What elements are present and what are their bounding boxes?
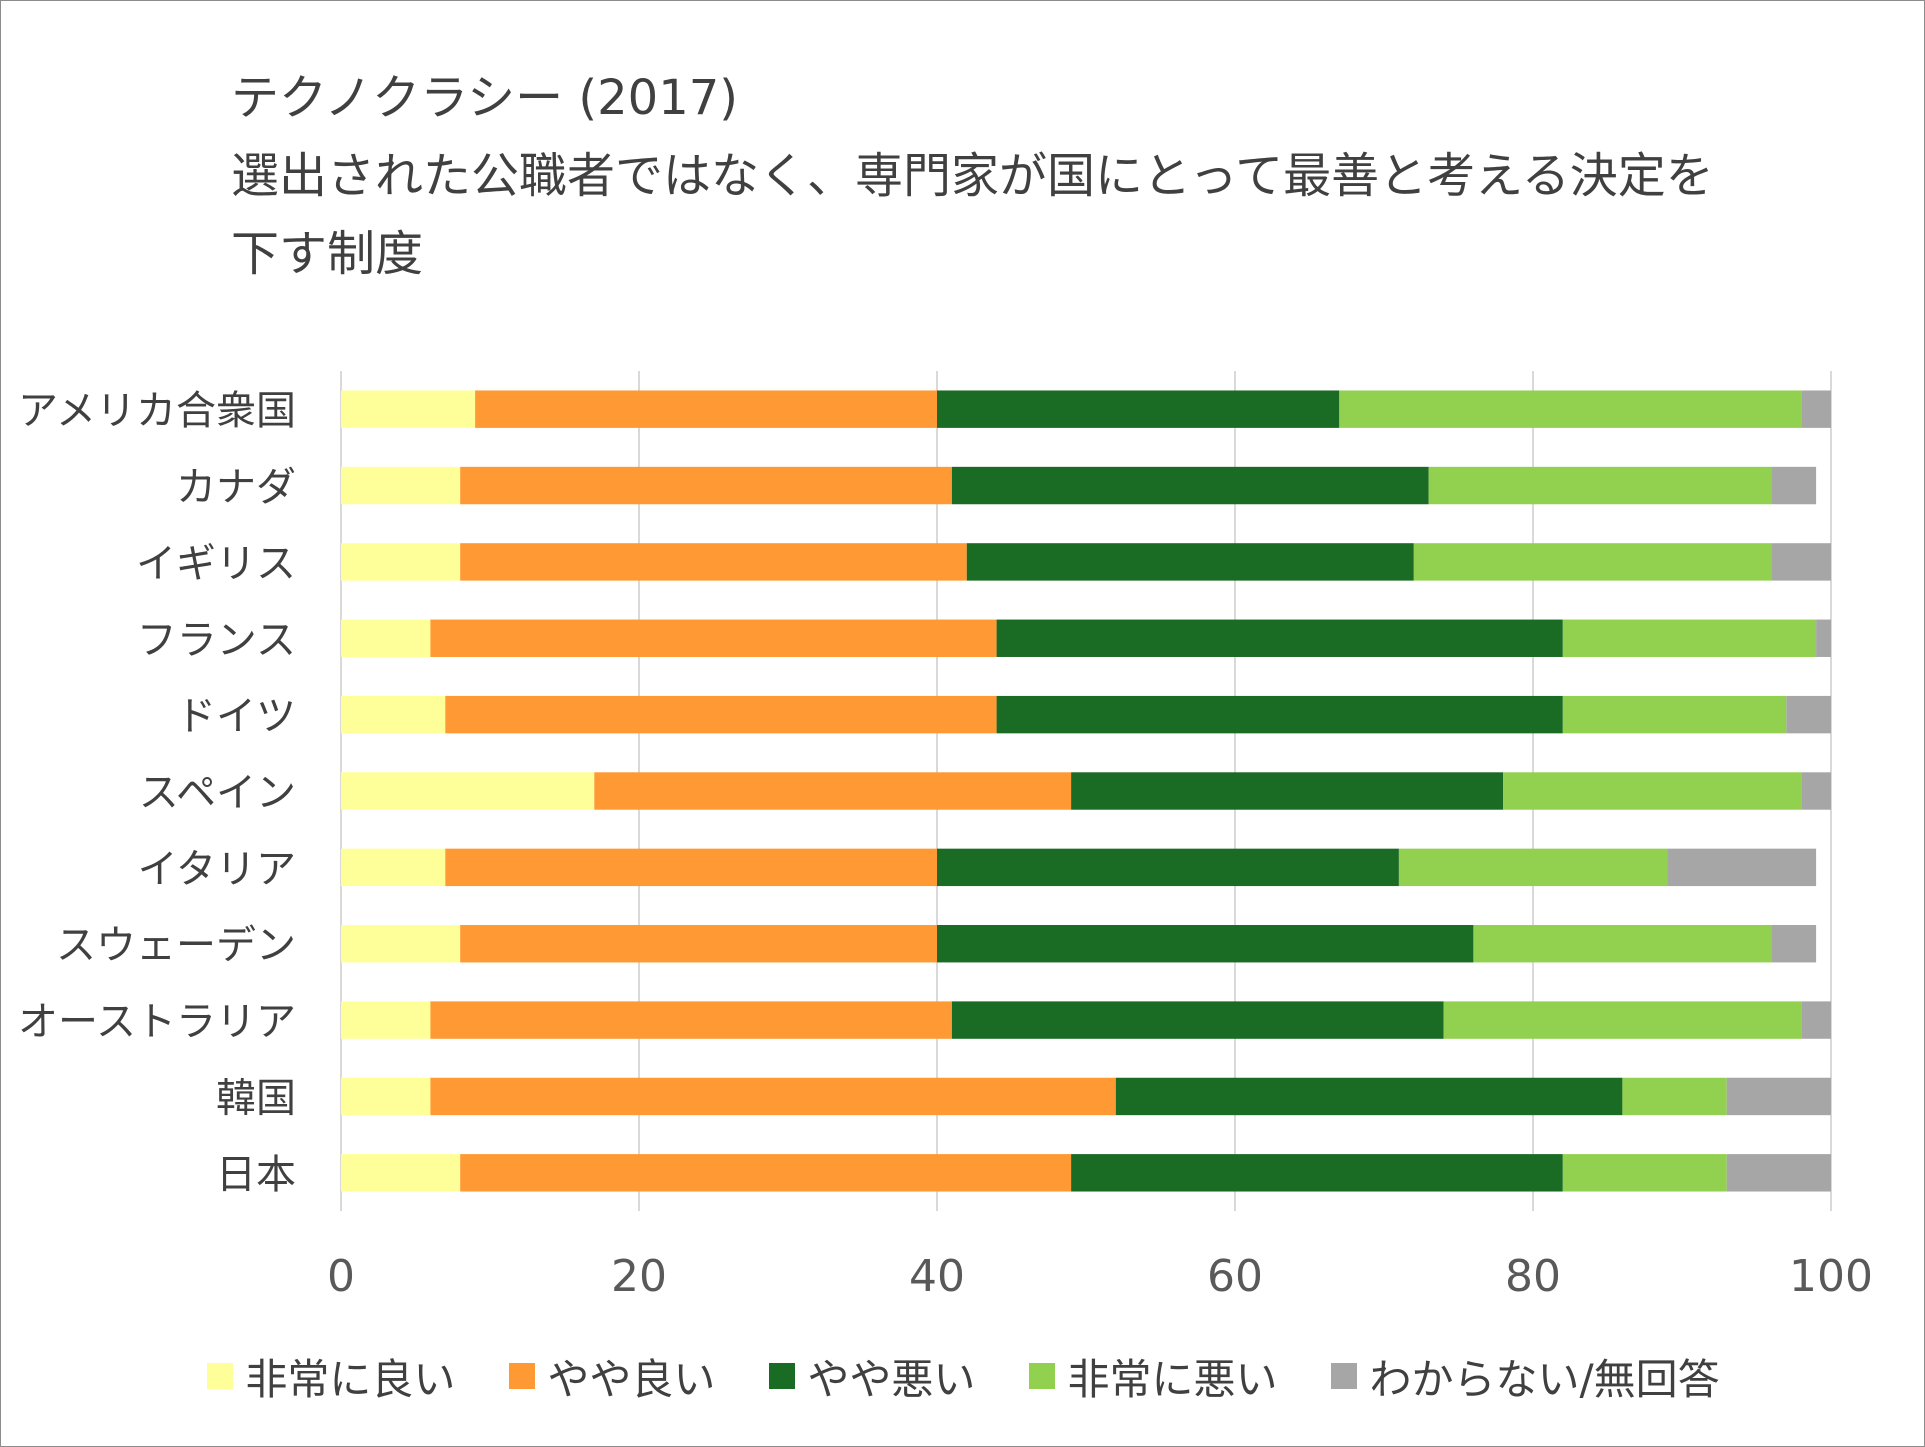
legend-label-1: やや良い <box>547 1354 716 1404</box>
category-label-1: カナダ <box>176 465 296 511</box>
category-label-0: アメリカ合衆国 <box>18 388 296 434</box>
bar-segment-0-3 <box>1339 390 1802 428</box>
bar-segment-8-2 <box>951 1001 1444 1039</box>
bar-segment-2-3 <box>1413 543 1772 581</box>
bar-segment-7-2 <box>937 925 1474 963</box>
bar-segment-3-2 <box>996 619 1563 657</box>
bar-segment-6-4 <box>1667 848 1817 887</box>
bar-segment-6-0 <box>341 848 446 887</box>
bar-segment-0-4 <box>1801 390 1831 428</box>
bar-segment-6-2 <box>937 848 1399 887</box>
legend-label-2: やや悪い <box>807 1354 976 1404</box>
bar-segment-0-1 <box>475 390 937 428</box>
x-tick-label-4: 80 <box>1505 1251 1561 1302</box>
x-tick-label-3: 60 <box>1207 1251 1263 1302</box>
bar-segment-10-2 <box>1071 1154 1563 1192</box>
bar-segment-5-1 <box>594 772 1072 810</box>
legend: 非常に良い やや良い やや悪い 非常に悪い わからない/無回答 <box>1 1346 1925 1406</box>
bar-segment-2-2 <box>966 543 1414 581</box>
bar-segment-7-1 <box>460 925 937 963</box>
bar-segment-9-1 <box>430 1077 1116 1116</box>
bar-segment-3-3 <box>1562 619 1817 657</box>
bar-segment-10-0 <box>341 1154 461 1192</box>
bar-segment-6-1 <box>445 848 937 887</box>
bar-segment-2-4 <box>1771 543 1831 581</box>
bar-segment-3-1 <box>430 619 997 657</box>
x-tick-label-2: 40 <box>909 1251 965 1302</box>
category-label-3: フランス <box>137 617 296 663</box>
category-label-9: 韓国 <box>216 1075 296 1121</box>
bar-segment-0-0 <box>341 390 476 428</box>
bar-segment-8-4 <box>1801 1001 1831 1039</box>
bar-segment-10-3 <box>1562 1154 1727 1192</box>
bar-segment-8-0 <box>341 1001 431 1039</box>
legend-label-3: 非常に悪い <box>1067 1354 1278 1404</box>
bar-segment-4-3 <box>1562 695 1787 734</box>
chart-title-line-2: 選出された公職者ではなく、専門家が国にとって最善と考える決定を <box>231 148 1714 204</box>
bar-segment-7-0 <box>341 925 461 963</box>
legend-swatch-3 <box>1029 1363 1056 1389</box>
bar-segment-2-0 <box>341 543 461 581</box>
legend-label-0: 非常に良い <box>245 1354 456 1404</box>
x-tick-label-1: 20 <box>611 1251 667 1302</box>
legend-item-0: 非常に良い <box>207 1346 455 1407</box>
bar-segment-7-4 <box>1771 925 1817 963</box>
chart-title: テクノクラシー (2017) 選出された公職者ではなく、専門家が国にとって最善と… <box>231 59 1831 293</box>
x-tick-label-0: 0 <box>327 1251 355 1302</box>
bar-segment-5-2 <box>1071 772 1504 810</box>
bar-segment-4-1 <box>445 695 997 734</box>
legend-item-2: やや悪い <box>769 1346 975 1407</box>
stacked-bar-chart: アメリカ合衆国カナダイギリスフランスドイツスペインイタリアスウェーデンオーストラ… <box>18 371 1873 1302</box>
category-label-7: スウェーデン <box>56 923 296 969</box>
legend-item-4: わからない/無回答 <box>1331 1346 1720 1407</box>
legend-label-4: わからない/無回答 <box>1369 1354 1720 1404</box>
bar-segment-1-2 <box>951 466 1429 505</box>
legend-swatch-2 <box>769 1363 796 1389</box>
category-label-4: ドイツ <box>176 694 296 740</box>
legend-item-3: 非常に悪い <box>1029 1346 1277 1407</box>
bar-segment-5-0 <box>341 772 595 810</box>
bar-segment-1-3 <box>1428 466 1772 505</box>
category-label-6: イタリア <box>138 846 296 892</box>
category-label-10: 日本 <box>216 1152 296 1198</box>
bar-segment-1-0 <box>341 466 461 505</box>
legend-swatch-4 <box>1331 1363 1358 1389</box>
bar-segment-6-3 <box>1398 848 1668 887</box>
bar-segment-1-1 <box>460 466 952 505</box>
bar-segment-5-3 <box>1503 772 1802 810</box>
bar-segment-3-0 <box>341 619 431 657</box>
x-tick-labels: 0 20 40 60 80 100 <box>327 1251 1873 1302</box>
bar-segment-7-3 <box>1473 925 1772 963</box>
category-label-8: オーストラリア <box>18 999 296 1045</box>
bar-segment-9-3 <box>1622 1077 1727 1116</box>
bar-segment-10-1 <box>460 1154 1072 1192</box>
bar-segment-4-0 <box>341 695 446 734</box>
chart-title-line-3: 下す制度 <box>231 226 424 282</box>
bar-segment-1-4 <box>1771 466 1817 505</box>
legend-swatch-0 <box>207 1363 234 1389</box>
category-label-2: イギリス <box>136 541 296 587</box>
bar-segment-10-4 <box>1726 1154 1831 1192</box>
bar-segment-0-2 <box>937 390 1340 428</box>
legend-item-1: やや良い <box>509 1346 715 1407</box>
bar-segment-8-3 <box>1443 1001 1802 1039</box>
bar-segment-9-0 <box>341 1077 431 1116</box>
bar-segment-2-1 <box>460 543 967 581</box>
category-label-5: スペイン <box>139 770 296 816</box>
chart-title-line-1: テクノクラシー (2017) <box>231 70 739 126</box>
bar-segment-8-1 <box>430 1001 952 1039</box>
bars <box>341 390 1831 1192</box>
legend-swatch-1 <box>509 1363 536 1389</box>
bar-segment-5-4 <box>1801 772 1831 810</box>
bar-segment-4-4 <box>1786 695 1831 734</box>
bar-segment-9-2 <box>1115 1077 1623 1116</box>
x-tick-label-5: 100 <box>1789 1251 1873 1302</box>
bar-segment-3-4 <box>1816 619 1831 657</box>
bar-segment-4-2 <box>996 695 1563 734</box>
bar-segment-9-4 <box>1726 1077 1831 1116</box>
category-labels: アメリカ合衆国カナダイギリスフランスドイツスペインイタリアスウェーデンオーストラ… <box>18 388 296 1198</box>
